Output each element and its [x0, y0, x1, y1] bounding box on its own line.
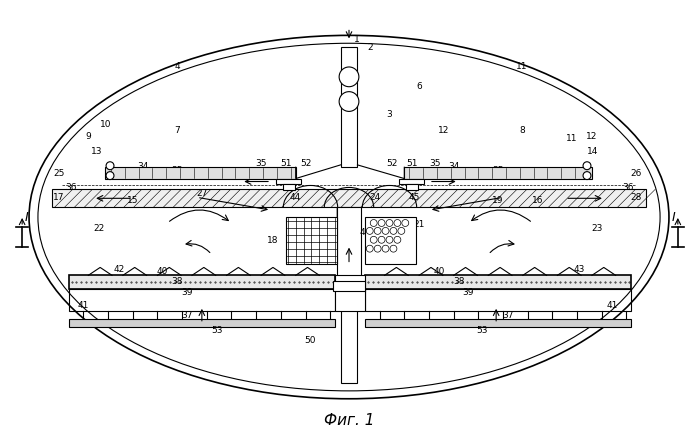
Bar [333, 281, 365, 291]
Bar [69, 275, 336, 289]
Text: 36: 36 [623, 183, 634, 192]
Text: 37: 37 [503, 312, 514, 320]
Bar [69, 319, 336, 327]
Text: 7: 7 [174, 125, 180, 135]
Text: 15: 15 [127, 196, 138, 205]
Ellipse shape [29, 35, 669, 399]
Text: 18: 18 [267, 236, 279, 245]
Text: 38: 38 [453, 277, 464, 286]
Text: 5: 5 [243, 168, 249, 177]
Text: 11: 11 [566, 134, 578, 142]
Text: 53: 53 [211, 326, 222, 335]
Text: 35: 35 [429, 159, 440, 168]
Bar [286, 217, 337, 264]
Text: 34: 34 [137, 162, 148, 171]
Bar [365, 217, 416, 264]
Text: 46: 46 [324, 245, 336, 254]
Text: 52: 52 [387, 159, 398, 168]
Text: 35: 35 [171, 166, 183, 175]
Bar [341, 47, 357, 167]
Bar [276, 178, 301, 185]
Text: Фиг. 1: Фиг. 1 [324, 413, 374, 428]
Text: 49: 49 [343, 329, 354, 338]
Text: 40: 40 [433, 267, 445, 276]
Bar [337, 207, 361, 299]
Text: 12: 12 [586, 132, 598, 141]
Text: I: I [24, 210, 28, 223]
Text: 40: 40 [157, 267, 168, 276]
Text: 43: 43 [573, 265, 585, 274]
Text: 16: 16 [532, 196, 543, 205]
Text: 10: 10 [101, 120, 112, 129]
Text: 25: 25 [53, 169, 64, 178]
Text: 36: 36 [66, 183, 78, 192]
Circle shape [106, 162, 114, 170]
Text: 26: 26 [630, 169, 642, 178]
Text: 50: 50 [305, 336, 316, 345]
Text: 12: 12 [438, 125, 449, 135]
Text: 39: 39 [463, 287, 474, 297]
Circle shape [339, 67, 359, 87]
Bar [365, 275, 631, 289]
Text: 8: 8 [519, 125, 525, 135]
Bar [341, 291, 357, 383]
Text: 14: 14 [587, 147, 598, 156]
Text: 42: 42 [113, 265, 124, 274]
Text: 17: 17 [53, 193, 64, 202]
Text: 41: 41 [343, 301, 354, 311]
Text: 48: 48 [343, 349, 354, 358]
Bar [105, 167, 296, 178]
Text: 13: 13 [92, 147, 103, 156]
Text: 51: 51 [280, 159, 291, 168]
Text: 27: 27 [196, 189, 208, 198]
Text: 47: 47 [359, 228, 370, 237]
Text: 28: 28 [630, 193, 642, 202]
Bar [406, 185, 418, 190]
Text: 6: 6 [416, 82, 422, 91]
Text: 52: 52 [300, 159, 311, 168]
Circle shape [583, 162, 591, 170]
Text: 21: 21 [413, 220, 425, 230]
Bar [399, 178, 424, 185]
Text: 3: 3 [387, 110, 392, 119]
Text: 2: 2 [367, 43, 373, 52]
Text: 51: 51 [406, 159, 418, 168]
Text: 4: 4 [174, 62, 180, 72]
Text: 35: 35 [255, 159, 267, 168]
Text: 39: 39 [181, 287, 193, 297]
Text: 9: 9 [85, 132, 91, 141]
Text: 23: 23 [591, 224, 603, 234]
Text: 37: 37 [181, 312, 193, 320]
Bar [283, 185, 295, 190]
Text: I: I [672, 210, 676, 223]
Text: 38: 38 [171, 277, 183, 286]
Text: 19: 19 [492, 196, 504, 205]
Text: 20: 20 [322, 227, 334, 236]
Bar [404, 167, 592, 178]
Circle shape [339, 92, 359, 111]
Text: 41: 41 [78, 301, 89, 311]
Text: 44: 44 [290, 193, 301, 202]
Text: 11: 11 [516, 62, 528, 72]
Bar [336, 275, 365, 311]
Text: 34: 34 [448, 162, 459, 171]
Text: 24: 24 [369, 193, 380, 202]
Bar [365, 289, 631, 311]
Bar [69, 289, 336, 311]
Text: 45: 45 [408, 193, 420, 202]
Text: 41: 41 [607, 301, 619, 311]
Bar [365, 319, 631, 327]
Circle shape [583, 172, 591, 179]
Text: 1: 1 [354, 35, 360, 44]
Circle shape [106, 172, 114, 179]
Text: 22: 22 [94, 224, 105, 234]
Bar [52, 190, 647, 207]
Text: 53: 53 [477, 326, 488, 335]
Text: 35: 35 [492, 166, 504, 175]
